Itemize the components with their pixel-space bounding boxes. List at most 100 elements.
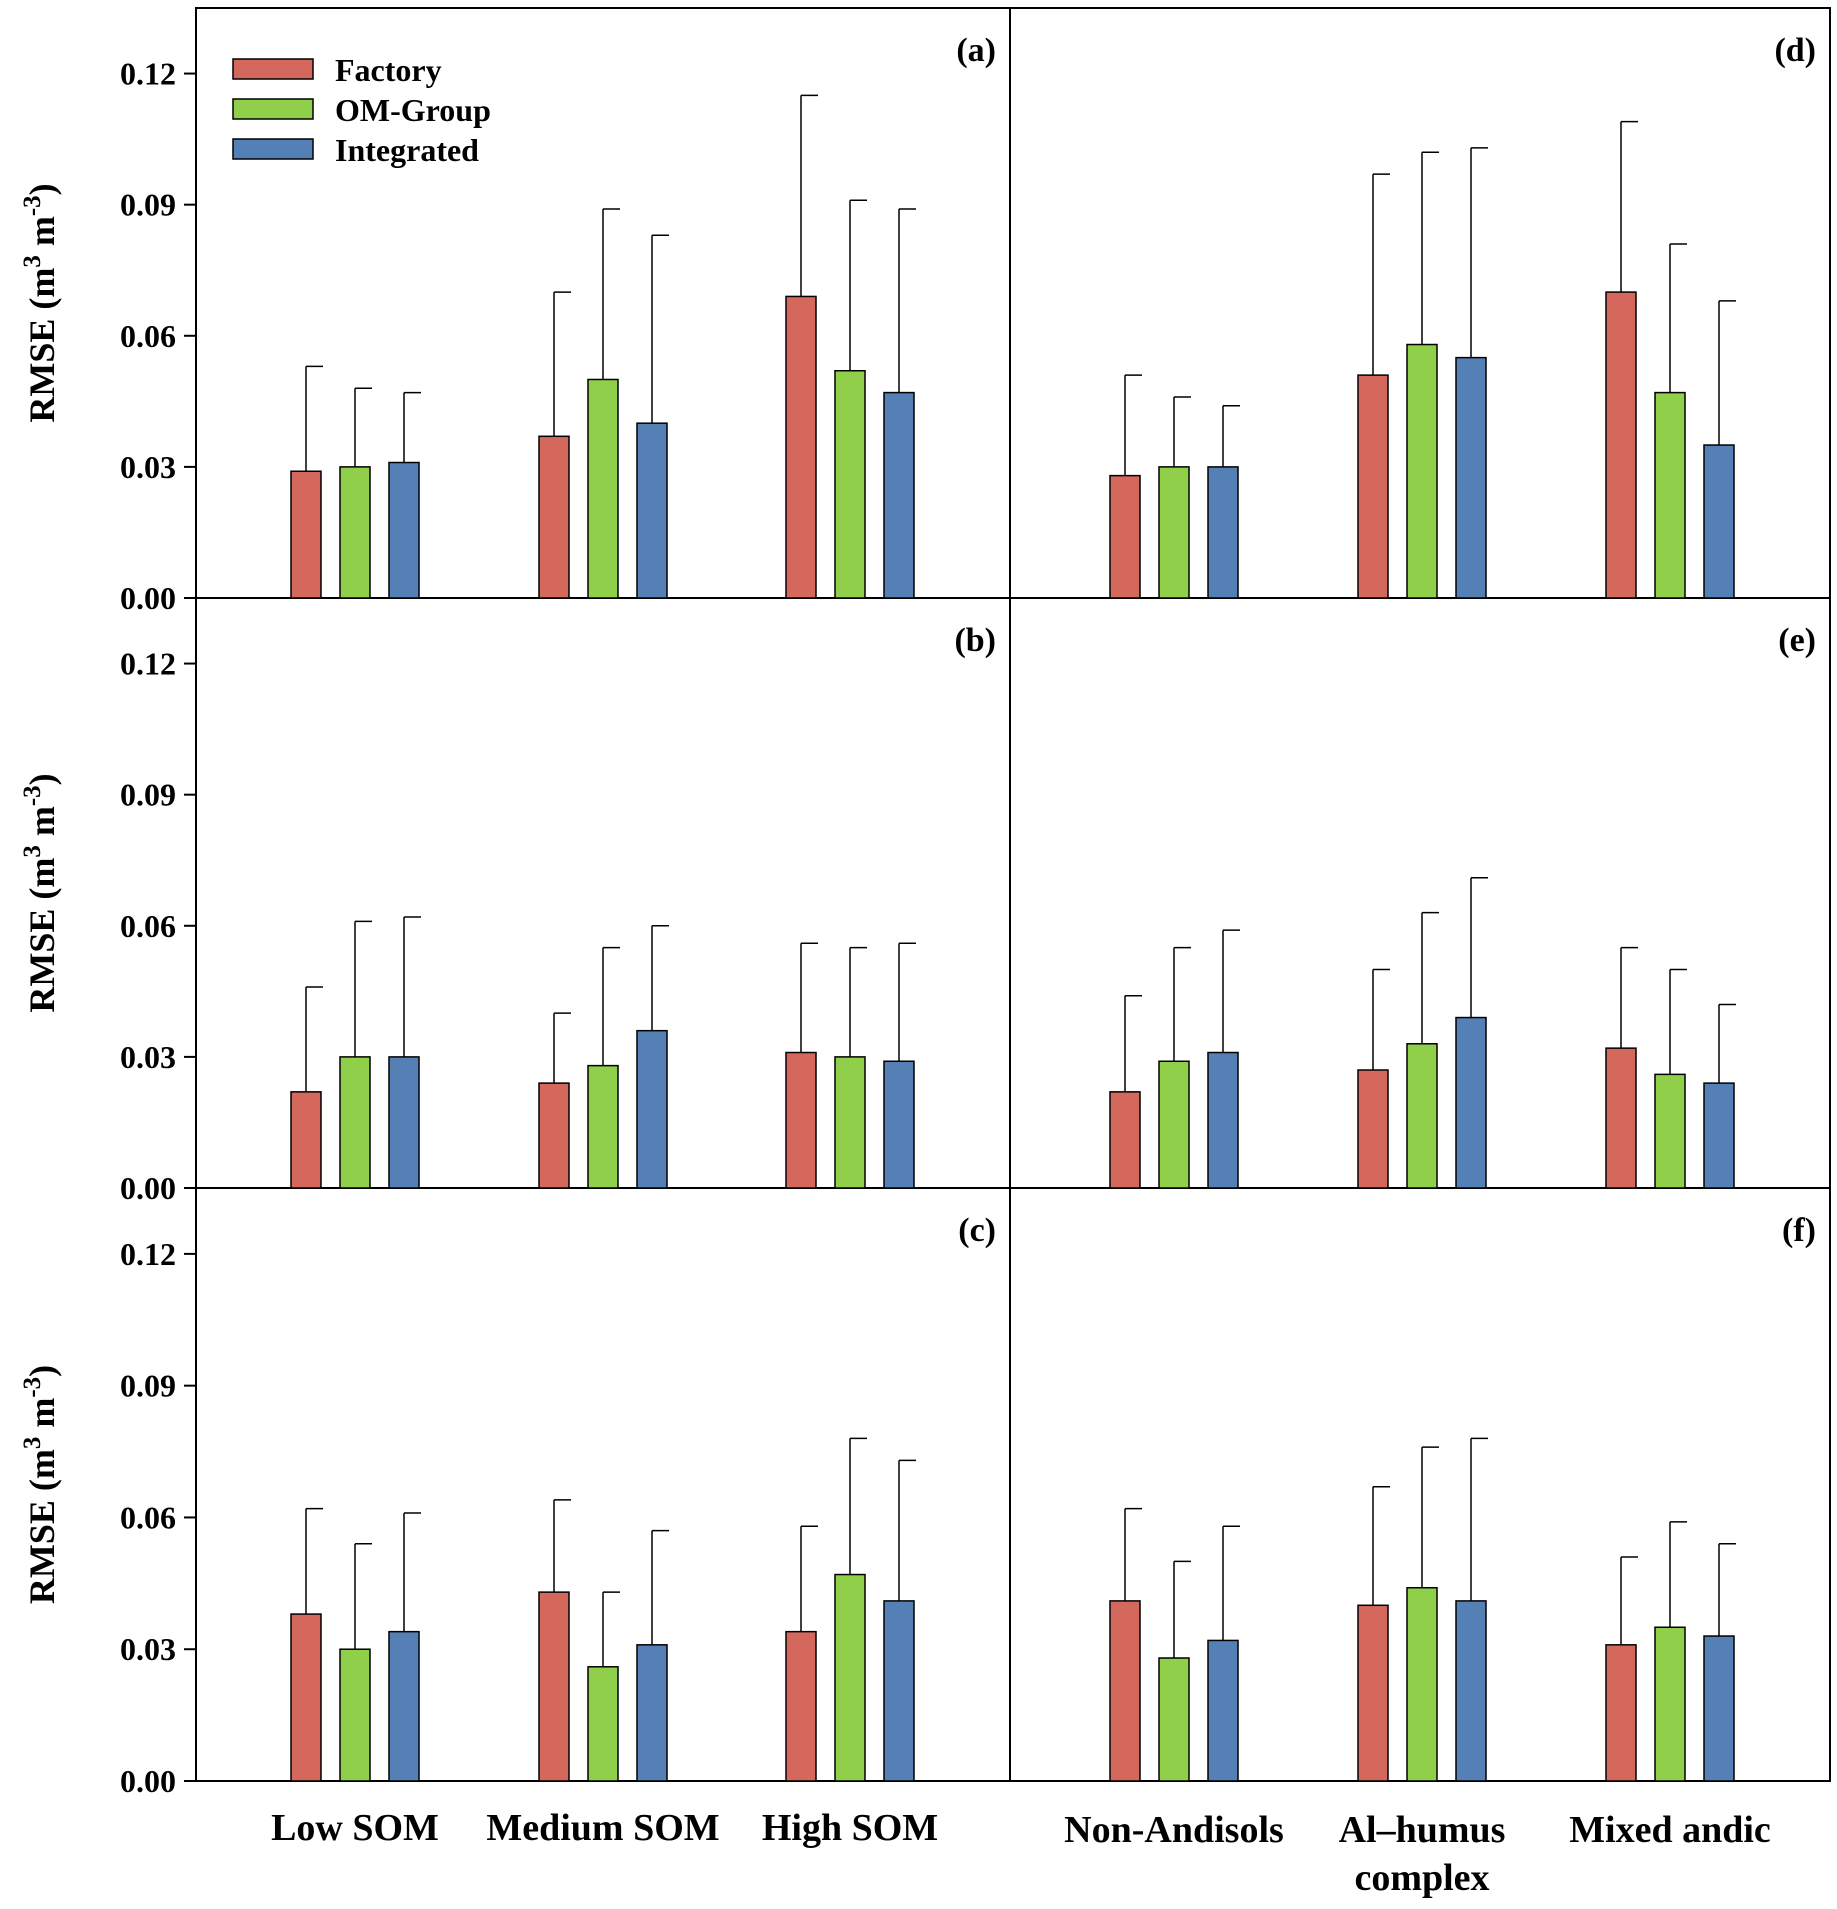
bar-integrated [1703,1635,1735,1782]
y-axis-label-part: -3 [19,1377,46,1398]
bar-integrated [636,422,668,599]
legend-swatch [232,98,314,120]
y-axis-label-part: 3 [19,1437,46,1450]
panel-label: (a) [956,32,996,69]
bar-om-group [587,1064,619,1189]
x-category-label: complex [1354,1857,1489,1899]
y-axis-label-part: ) [22,773,62,785]
bar-integrated [1207,1639,1239,1782]
bar-factory [1109,1600,1141,1782]
panel-label: (e) [1778,622,1816,659]
y-tick-label: 0.09 [120,187,176,223]
panel-c: (c) 0.00 0.03 0.06 0.09 0.12 RMSE (m3 m-3) [19,1188,1010,1799]
y-axis-label: RMSE (m3 m-3) [19,183,62,422]
bar-factory [1357,374,1389,599]
bar-integrated [388,1630,420,1782]
y-axis-label-part: ) [22,183,62,195]
bar-factory [290,1091,322,1189]
y-axis-label-part: -3 [19,785,46,806]
bar-integrated [1703,444,1735,599]
bar-factory [290,470,322,599]
y-tick-label: 0.06 [120,318,176,354]
y-tick-label: 0.00 [120,1763,176,1799]
bar-factory [1605,1047,1637,1189]
bar-factory [1605,291,1637,599]
bar-om-group [1158,466,1190,599]
bar-factory [1109,474,1141,599]
bar-factory [785,1630,817,1782]
panel-d: (d) [1009,8,1830,599]
y-axis-label: RMSE (m3 m-3) [19,1365,62,1604]
bar-integrated [1455,1016,1487,1189]
x-category-label: Medium SOM [486,1807,719,1849]
bar-om-group [587,378,619,599]
bar-om-group [1406,343,1438,599]
x-category-label: Non-Andisols [1064,1809,1284,1851]
bar-om-group [1654,1073,1686,1189]
y-axis-label-part: m [22,216,62,255]
y-axis-label-part: RMSE (m [22,268,62,423]
y-tick-label: 0.09 [120,1368,176,1404]
bar-integrated [636,1029,668,1189]
legend-label: Integrated [335,132,479,168]
bar-factory [1357,1069,1389,1189]
bar-om-group [339,1056,371,1189]
x-category-label: Mixed andic [1569,1809,1771,1851]
legend-swatch [232,138,314,160]
y-tick-label: 0.00 [120,1170,176,1206]
bar-integrated [1207,466,1239,599]
bar-integrated [1703,1082,1735,1189]
bar-om-group [339,1648,371,1782]
bar-om-group [1158,1060,1190,1189]
bar-integrated [883,1600,915,1782]
bar-om-group [1158,1657,1190,1782]
bar-om-group [1406,1043,1438,1189]
bar-factory [290,1613,322,1782]
bar-integrated [388,1056,420,1189]
y-axis-label-part: ) [22,1365,62,1377]
y-axis-label-part: 3 [19,845,46,858]
bar-integrated [388,461,420,599]
bar-om-group [587,1666,619,1782]
x-category-label: Low SOM [271,1807,439,1849]
bar-factory [1357,1604,1389,1782]
bar-factory [538,1591,570,1782]
panel-a: (a) 0.00 0.03 0.06 0.09 0.12 RMSE (m3 m-3) [19,8,1010,616]
y-tick-label: 0.12 [120,646,176,682]
y-tick-label: 0.12 [120,1236,176,1272]
legend-label: OM-Group [335,92,491,128]
y-tick-label: 0.06 [120,908,176,944]
panel-label: (d) [1774,32,1816,69]
y-axis-label-part: m [22,1398,62,1437]
legend: Factory OM-Group Integrated [232,52,491,168]
panel-label: (f) [1782,1212,1816,1249]
figure-frame [195,7,1831,1782]
bar-integrated [883,391,915,599]
panel-f: (f) [1009,1188,1830,1782]
bar-integrated [1207,1051,1239,1189]
y-tick-label: 0.03 [120,1631,176,1667]
bar-om-group [834,1573,866,1782]
y-axis-label-part: 3 [19,255,46,268]
bar-factory [538,435,570,599]
bar-factory [538,1082,570,1189]
panel-e: (e) [1009,598,1830,1189]
y-tick-label: 0.03 [120,1039,176,1075]
y-tick-label: 0.12 [120,56,176,92]
bar-integrated [636,1644,668,1782]
y-axis-label-part: RMSE (m [22,1449,62,1604]
legend-label: Factory [335,52,442,88]
panel-b: (b) 0.00 0.03 0.06 0.09 0.12 RMSE (m3 m-3) [19,598,1010,1206]
bar-om-group [339,466,371,599]
bar-integrated [883,1060,915,1189]
bar-integrated [1455,356,1487,599]
bar-factory [785,295,817,599]
panel-label: (c) [958,1212,996,1249]
y-tick-label: 0.00 [120,580,176,616]
bar-om-group [1406,1586,1438,1782]
y-axis-label-part: -3 [19,195,46,216]
bar-factory [785,1051,817,1189]
bar-factory [1605,1644,1637,1782]
bar-integrated [1455,1600,1487,1782]
